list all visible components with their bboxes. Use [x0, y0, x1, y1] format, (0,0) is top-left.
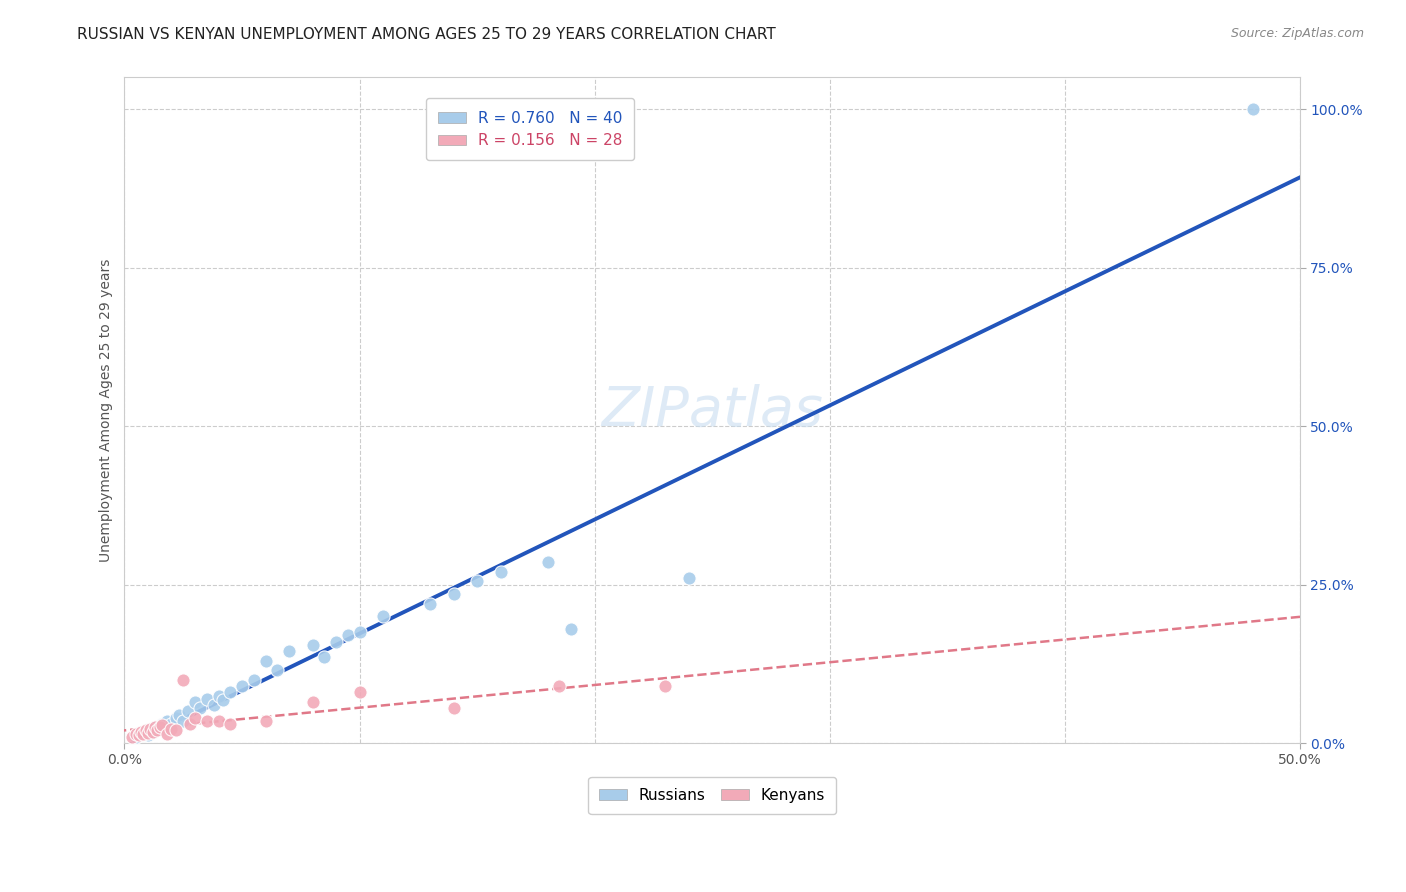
- Point: [142, 724, 165, 739]
- Point: [150, 718, 173, 732]
- Point: [146, 723, 169, 738]
- Y-axis label: Unemployment Among Ages 25 to 29 years: Unemployment Among Ages 25 to 29 years: [100, 259, 114, 562]
- Point: [165, 711, 187, 725]
- Point: [219, 685, 242, 699]
- Point: [219, 717, 242, 731]
- Point: [443, 701, 465, 715]
- Point: [314, 650, 336, 665]
- Point: [212, 693, 235, 707]
- Point: [167, 707, 190, 722]
- Point: [184, 711, 207, 725]
- Point: [489, 565, 512, 579]
- Point: [132, 726, 155, 740]
- Point: [242, 673, 264, 687]
- Point: [536, 555, 558, 569]
- Point: [301, 695, 323, 709]
- Point: [336, 628, 359, 642]
- Text: ZIPatlas: ZIPatlas: [602, 384, 823, 437]
- Point: [678, 571, 700, 585]
- Point: [278, 644, 301, 658]
- Point: [156, 720, 179, 734]
- Point: [136, 723, 159, 738]
- Point: [349, 625, 371, 640]
- Point: [139, 722, 162, 736]
- Point: [195, 714, 218, 728]
- Point: [121, 730, 143, 744]
- Text: Source: ZipAtlas.com: Source: ZipAtlas.com: [1230, 27, 1364, 40]
- Point: [188, 701, 211, 715]
- Point: [465, 574, 488, 589]
- Point: [150, 717, 173, 731]
- Point: [254, 714, 277, 728]
- Point: [149, 720, 172, 734]
- Point: [136, 726, 159, 740]
- Point: [325, 634, 347, 648]
- Point: [135, 723, 157, 738]
- Point: [548, 679, 571, 693]
- Point: [172, 673, 194, 687]
- Point: [132, 727, 155, 741]
- Point: [371, 609, 394, 624]
- Point: [160, 717, 183, 731]
- Point: [125, 730, 148, 744]
- Point: [1241, 102, 1264, 116]
- Point: [149, 722, 172, 736]
- Point: [136, 728, 159, 742]
- Point: [160, 722, 183, 736]
- Point: [128, 728, 150, 742]
- Point: [129, 724, 152, 739]
- Point: [156, 714, 179, 728]
- Point: [143, 720, 166, 734]
- Point: [443, 587, 465, 601]
- Point: [156, 726, 179, 740]
- Point: [349, 685, 371, 699]
- Point: [165, 723, 187, 738]
- Point: [179, 717, 201, 731]
- Point: [207, 689, 229, 703]
- Point: [654, 679, 676, 693]
- Text: RUSSIAN VS KENYAN UNEMPLOYMENT AMONG AGES 25 TO 29 YEARS CORRELATION CHART: RUSSIAN VS KENYAN UNEMPLOYMENT AMONG AGE…: [77, 27, 776, 42]
- Point: [125, 726, 148, 740]
- Point: [560, 622, 582, 636]
- Point: [266, 663, 288, 677]
- Point: [301, 638, 323, 652]
- Point: [231, 679, 253, 693]
- Point: [143, 720, 166, 734]
- Point: [142, 724, 165, 739]
- Point: [419, 597, 441, 611]
- Point: [202, 698, 225, 712]
- Point: [172, 714, 194, 728]
- Legend: Russians, Kenyans: Russians, Kenyans: [589, 777, 835, 814]
- Point: [184, 695, 207, 709]
- Point: [207, 714, 229, 728]
- Point: [195, 691, 218, 706]
- Point: [254, 654, 277, 668]
- Point: [177, 704, 200, 718]
